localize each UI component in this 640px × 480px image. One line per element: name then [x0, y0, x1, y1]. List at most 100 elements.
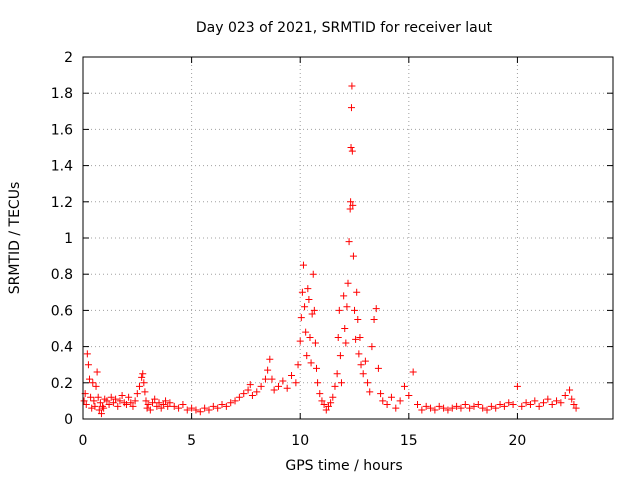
data-point	[142, 397, 150, 405]
data-point	[89, 379, 97, 387]
data-point	[379, 397, 387, 405]
data-point	[112, 395, 120, 403]
data-point	[309, 270, 317, 278]
data-point	[343, 303, 351, 311]
data-point	[324, 402, 332, 410]
data-point	[283, 384, 291, 392]
data-point	[146, 406, 154, 414]
data-point	[352, 335, 360, 343]
data-point	[400, 382, 408, 390]
data-point	[159, 401, 167, 409]
data-point	[353, 288, 361, 296]
data-point	[96, 399, 104, 407]
data-point	[109, 399, 117, 407]
data-point	[366, 388, 374, 396]
data-point	[114, 402, 122, 410]
data-point	[292, 379, 300, 387]
data-point	[164, 402, 172, 410]
data-point	[570, 401, 578, 409]
data-point	[144, 401, 152, 409]
data-point	[270, 386, 278, 394]
data-point	[248, 391, 256, 399]
data-point	[479, 404, 487, 412]
data-point	[440, 404, 448, 412]
data-point	[183, 406, 191, 414]
y-tick-label: 0.2	[51, 376, 73, 392]
data-point	[297, 314, 305, 322]
data-point	[95, 406, 103, 414]
data-point	[274, 382, 282, 390]
data-point	[138, 373, 146, 381]
data-point	[427, 404, 435, 412]
data-point	[192, 406, 200, 414]
data-point	[361, 357, 369, 365]
data-point	[327, 399, 335, 407]
data-point	[314, 379, 322, 387]
data-point	[345, 238, 353, 246]
data-point	[240, 390, 248, 398]
data-point	[304, 285, 312, 293]
data-point	[299, 261, 307, 269]
data-point	[311, 339, 319, 347]
data-point	[246, 381, 254, 389]
data-point	[151, 395, 159, 403]
data-point	[331, 382, 339, 390]
data-point	[141, 388, 149, 396]
data-point	[396, 397, 404, 405]
data-point	[91, 402, 99, 410]
data-point	[457, 404, 465, 412]
x-tick-label: 15	[400, 433, 418, 449]
data-point	[347, 144, 355, 151]
data-point	[264, 366, 272, 374]
data-point	[143, 404, 151, 412]
data-point	[140, 379, 148, 387]
data-point	[422, 402, 430, 410]
data-point	[347, 104, 355, 112]
data-point	[348, 147, 356, 155]
data-point	[310, 306, 318, 314]
data-point	[566, 386, 574, 394]
data-point	[435, 402, 443, 410]
y-tick-label: 0.4	[51, 340, 73, 356]
data-point	[539, 399, 547, 407]
data-point	[320, 401, 328, 409]
data-point	[333, 370, 341, 378]
data-point	[341, 325, 349, 332]
y-tick-label: 0.6	[51, 303, 73, 319]
data-point	[80, 397, 88, 405]
data-point	[129, 402, 137, 410]
data-point	[359, 370, 367, 378]
data-point	[201, 404, 209, 412]
data-point	[294, 361, 302, 369]
data-point	[487, 402, 495, 410]
data-point	[355, 350, 363, 358]
data-point	[253, 388, 261, 396]
data-point	[522, 399, 530, 407]
data-point	[139, 370, 147, 378]
data-point	[334, 334, 342, 342]
data-point	[266, 355, 274, 363]
data-point	[118, 391, 126, 399]
data-point	[116, 397, 124, 405]
data-point	[205, 406, 213, 414]
data-point	[303, 352, 311, 360]
data-point	[157, 404, 165, 412]
data-point	[298, 288, 306, 296]
grid-lines	[83, 57, 613, 419]
data-point	[351, 306, 359, 314]
data-point	[261, 375, 269, 383]
data-point	[94, 393, 102, 401]
data-point	[470, 402, 478, 410]
y-axis-label: SRMTID / TECUs	[7, 182, 23, 295]
data-point	[84, 361, 92, 369]
data-point	[296, 337, 304, 345]
data-point	[414, 401, 422, 409]
data-point	[107, 393, 115, 401]
y-tick-label: 0.8	[51, 267, 73, 283]
data-point	[92, 382, 100, 390]
data-point	[492, 404, 500, 412]
data-point	[257, 382, 265, 390]
data-point	[453, 402, 461, 410]
data-point	[279, 377, 287, 385]
